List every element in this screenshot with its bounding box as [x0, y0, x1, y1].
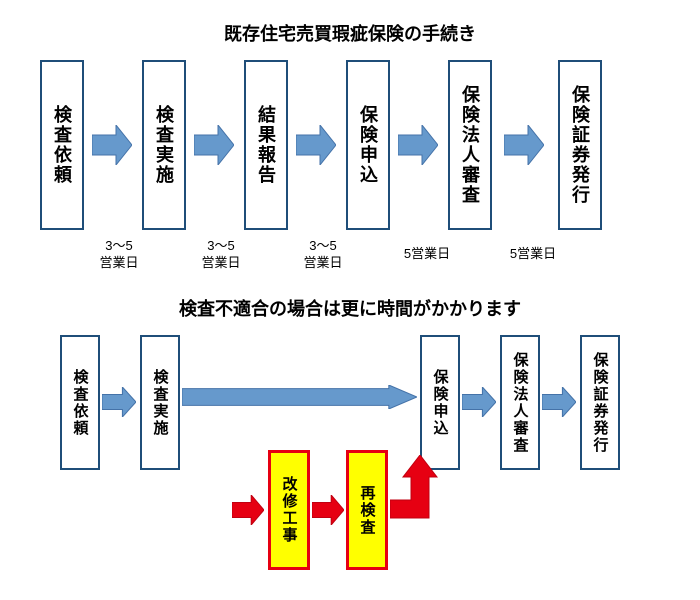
step-box-label: 検査実施: [151, 105, 177, 185]
step-box-label: 保険証券発行: [567, 85, 593, 205]
step2-box-label: 保険申込: [430, 369, 451, 437]
step-box-label: 保険法人審査: [457, 85, 483, 205]
duration-label: 3～5営業日: [296, 238, 350, 272]
title-1: 既存住宅売買瑕疵保険の手続き: [0, 20, 700, 46]
arrow-right-icon: [398, 125, 438, 170]
rework-box-1: 再検査: [346, 450, 388, 570]
step2-box-label: 検査依頼: [70, 369, 91, 437]
arrow-right-red-icon: [312, 495, 344, 530]
duration-label: 5営業日: [400, 246, 454, 263]
step-box-3: 保険申込: [346, 60, 390, 230]
duration-label: 3～5営業日: [194, 238, 248, 272]
step2-box-label: 検査実施: [150, 369, 171, 437]
arrow-right-icon: [542, 387, 576, 422]
arrow-elbow-up-red-icon: [390, 455, 450, 525]
step-box-4: 保険法人審査: [448, 60, 492, 230]
rework-box-label: 改修工事: [279, 476, 300, 544]
step-box-2: 結果報告: [244, 60, 288, 230]
arrow-right-icon: [102, 387, 136, 422]
step-box-label: 保険申込: [355, 105, 381, 185]
arrow-right-icon: [504, 125, 544, 170]
arrow-right-red-icon: [232, 495, 264, 530]
arrow-right-icon: [194, 125, 234, 170]
step2-box-0: 検査依頼: [60, 335, 100, 470]
arrow-right-icon: [462, 387, 496, 422]
step-box-label: 検査依頼: [49, 105, 75, 185]
long-arrow-right-icon: [182, 385, 417, 414]
arrow-right-icon: [92, 125, 132, 170]
step2-box-label: 保険証券発行: [590, 352, 611, 454]
duration-label: 3～5営業日: [92, 238, 146, 272]
step2-box-2: 保険申込: [420, 335, 460, 470]
step2-box-1: 検査実施: [140, 335, 180, 470]
arrow-right-icon: [296, 125, 336, 170]
title-2: 検査不適合の場合は更に時間がかかります: [0, 295, 700, 321]
step-box-0: 検査依頼: [40, 60, 84, 230]
step-box-5: 保険証券発行: [558, 60, 602, 230]
step2-box-3: 保険法人審査: [500, 335, 540, 470]
step2-box-label: 保険法人審査: [510, 352, 531, 454]
duration-label: 5営業日: [506, 246, 560, 263]
step2-box-4: 保険証券発行: [580, 335, 620, 470]
step-box-label: 結果報告: [253, 105, 279, 185]
rework-box-0: 改修工事: [268, 450, 310, 570]
step-box-1: 検査実施: [142, 60, 186, 230]
rework-box-label: 再検査: [357, 485, 378, 536]
